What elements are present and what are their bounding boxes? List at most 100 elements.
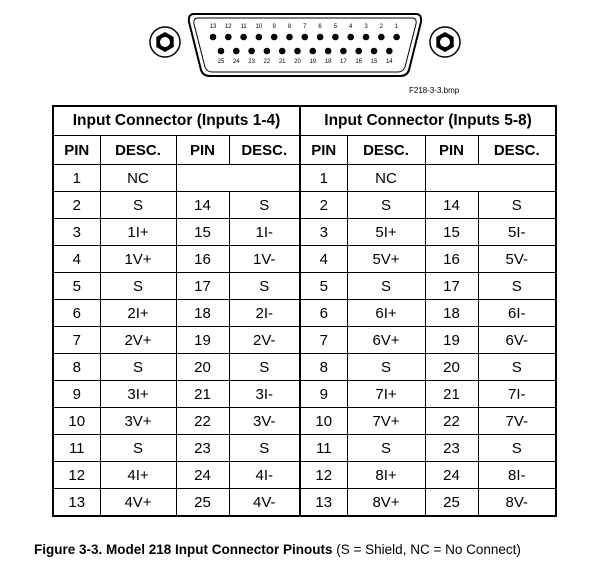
table-cell: S — [346, 353, 426, 381]
table-cell: S — [99, 353, 177, 381]
table-cell: S — [477, 272, 557, 300]
table-cell: S — [228, 353, 301, 381]
column-header-row: PIN DESC. PIN DESC. PIN DESC. PIN DESC. — [52, 135, 557, 165]
pin-contact — [332, 33, 339, 41]
table-cell: S — [228, 434, 301, 462]
pin-contact — [393, 33, 400, 41]
pin-number-label: 9 — [273, 24, 277, 30]
column-header: DESC. — [99, 135, 177, 165]
table-row: 12 4I+ 24 4I- 12 8I+ 24 8I- — [52, 461, 557, 489]
table-body: 1 NC 1 NC 2 S 14 S 2 S 14 S 3 1I+ 15 1I- 3 5I+ 15 5I- 4 1V+ 16… — [52, 164, 557, 517]
table-cell: 13 — [52, 488, 101, 517]
pin-contact — [362, 33, 370, 41]
pin-number-label: 10 — [256, 24, 263, 30]
column-header: DESC. — [228, 135, 301, 165]
pin-contact — [340, 47, 347, 55]
table-row: 3 1I+ 15 1I- 3 5I+ 15 5I- — [52, 218, 557, 246]
pin-number-label: 25 — [218, 59, 225, 65]
table-cell: 5 — [52, 272, 101, 300]
table-cell: 23 — [424, 434, 479, 462]
table-cell: S — [228, 191, 301, 219]
connector-shell — [187, 13, 423, 77]
table-row: 11 S 23 S 11 S 23 S — [52, 434, 557, 462]
table-cell: 17 — [424, 272, 479, 300]
table-cell: 6V- — [477, 326, 557, 354]
pin-number-label: 24 — [233, 59, 240, 65]
pin-contact — [255, 33, 263, 41]
table-cell: S — [99, 434, 177, 462]
table-cell: S — [99, 191, 177, 219]
pin-number-label: 7 — [303, 24, 307, 30]
table-row: 7 2V+ 19 2V- 7 6V+ 19 6V- — [52, 326, 557, 354]
group-header-inputs-1-4: Input Connector (Inputs 1-4) — [52, 105, 301, 136]
pin-number-label: 15 — [371, 59, 378, 65]
pinout-table: Input Connector (Inputs 1-4) Input Conne… — [52, 105, 558, 517]
table-cell: S — [228, 272, 301, 300]
table-cell: 8V- — [477, 488, 557, 517]
pin-contact — [386, 47, 393, 55]
caption-title: Figure 3-3. Model 218 Input Connector Pi… — [34, 542, 333, 557]
table-cell: 4 — [299, 245, 348, 273]
table-cell: 5 — [299, 272, 348, 300]
table-cell: 3I+ — [99, 380, 177, 408]
table-cell: 18 — [175, 299, 230, 327]
table-cell: 8I- — [477, 461, 557, 489]
pin-number-label: 22 — [264, 59, 271, 65]
right-mounting-screw — [429, 26, 461, 58]
table-cell: 20 — [424, 353, 479, 381]
pin-number-label: 21 — [279, 59, 286, 65]
pin-contact — [217, 47, 225, 55]
figure-file-label: F218-3-3.bmp — [409, 86, 460, 95]
pin-number-label: 19 — [309, 59, 316, 65]
table-row: 1 NC 1 NC — [52, 164, 557, 192]
table-cell: 7 — [299, 326, 348, 354]
table-row: 4 1V+ 16 1V- 4 5V+ 16 5V- — [52, 245, 557, 273]
table-cell: 6I- — [477, 299, 557, 327]
pin-contact — [324, 47, 332, 55]
table-cell: 6V+ — [346, 326, 426, 354]
table-row: 2 S 14 S 2 S 14 S — [52, 191, 557, 219]
pin-contact — [355, 47, 362, 55]
table-cell: 25 — [424, 488, 479, 517]
table-cell: 21 — [175, 380, 230, 408]
pin-number-label: 17 — [340, 59, 347, 65]
pin-number-label: 16 — [355, 59, 362, 65]
table-cell: 1I- — [228, 218, 301, 246]
pin-contact — [263, 47, 271, 55]
pin-contact — [309, 47, 317, 55]
connector-inner-shell — [193, 17, 417, 73]
table-cell: 8I+ — [346, 461, 426, 489]
pin-number-label: 14 — [386, 59, 393, 65]
column-header: PIN — [52, 135, 101, 165]
table-row: 6 2I+ 18 2I- 6 6I+ 18 6I- — [52, 299, 557, 327]
table-cell: 18 — [424, 299, 479, 327]
table-cell: 15 — [175, 218, 230, 246]
pin-contact — [301, 33, 309, 41]
pin-contact — [378, 33, 385, 41]
left-mounting-screw — [149, 26, 181, 58]
pin-contact — [278, 47, 286, 55]
empty-cell — [175, 164, 301, 192]
table-cell: S — [346, 434, 426, 462]
table-cell: 2V- — [228, 326, 301, 354]
group-header-row: Input Connector (Inputs 1-4) Input Conne… — [52, 105, 557, 136]
table-cell: 2I+ — [99, 299, 177, 327]
table-cell: 6I+ — [346, 299, 426, 327]
db25-connector-drawing: 13 12 11 10 9 8 7 6 5 4 3 2 1 25 24 23 22 21 20 19 18 17 16 15… — [149, 13, 461, 77]
table-cell: 4V+ — [99, 488, 177, 517]
table-cell: S — [346, 191, 426, 219]
pin-contact — [316, 33, 324, 41]
table-cell: 14 — [424, 191, 479, 219]
column-header: PIN — [424, 135, 479, 165]
column-header: PIN — [175, 135, 230, 165]
pin-number-label: 12 — [225, 24, 232, 30]
table-cell: 11 — [52, 434, 101, 462]
column-header: DESC. — [346, 135, 426, 165]
table-row: 10 3V+ 22 3V- 10 7V+ 22 7V- — [52, 407, 557, 435]
table-cell: 10 — [299, 407, 348, 435]
pin-number-label: 23 — [248, 59, 255, 65]
table-cell: S — [477, 191, 557, 219]
pin-contact — [347, 33, 354, 41]
pin-contact — [370, 47, 378, 55]
pin-number-label: 8 — [288, 24, 292, 30]
